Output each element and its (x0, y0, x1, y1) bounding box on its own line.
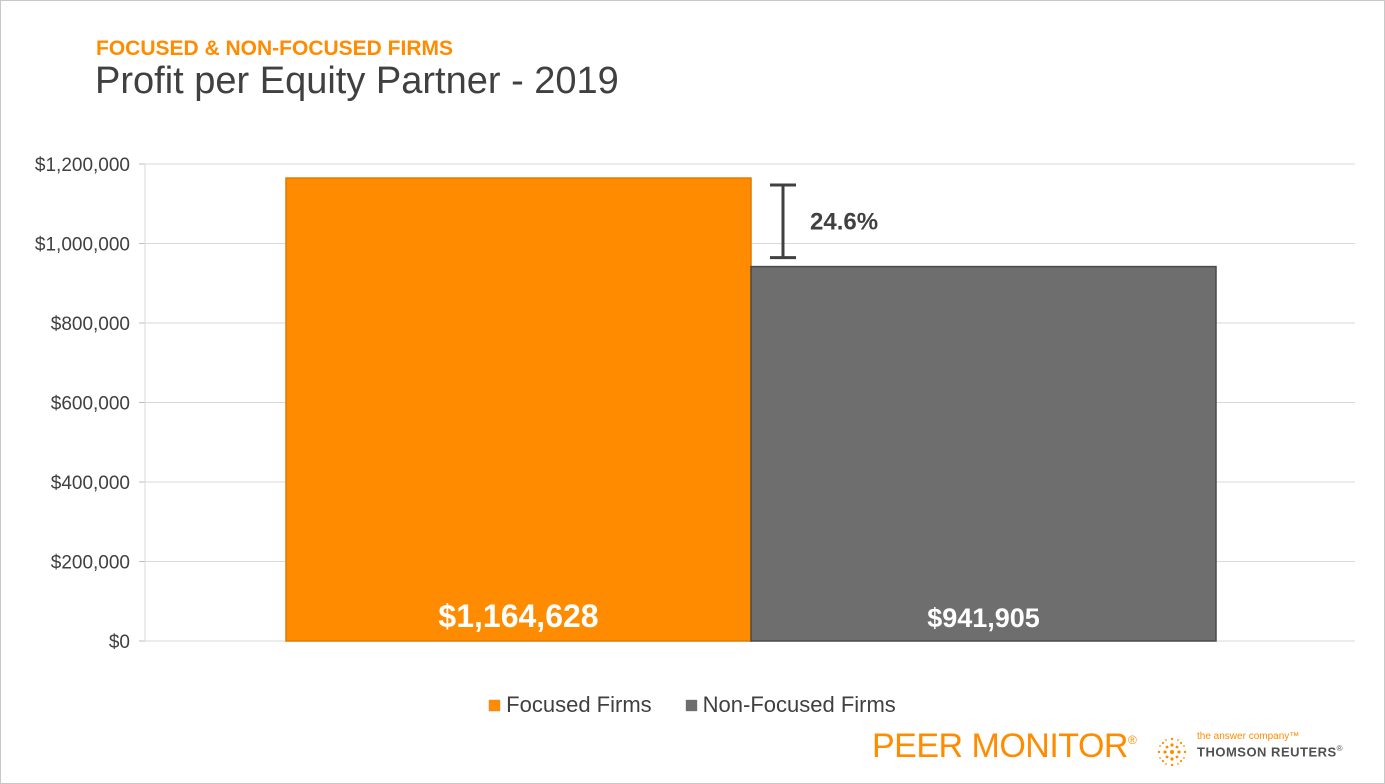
y-tick-label: $0 (109, 632, 130, 653)
y-tick-label: $800,000 (51, 314, 130, 335)
peer-monitor-registered: ® (1127, 733, 1137, 747)
bar-value-label: $941,905 (927, 603, 1040, 633)
legend-item-focused-firms: Focused Firms (489, 692, 652, 718)
legend-label-focused: Focused Firms (506, 692, 652, 717)
thomson-reuters-text: THOMSON REUTERS (1197, 744, 1337, 760)
peer-monitor-logo: PEER MONITOR® (872, 727, 1137, 766)
thomson-reuters-logo: THOMSON REUTERS® (1197, 744, 1343, 759)
difference-annotation-label: 24.6% (810, 208, 878, 235)
legend-item-non-focused-firms: Non-Focused Firms (685, 692, 896, 718)
thomson-reuters-registered: ® (1336, 744, 1344, 753)
y-tick-label: $400,000 (51, 473, 130, 494)
chart-subtitle: FOCUSED & NON-FOCUSED FIRMS (96, 37, 453, 60)
thomson-reuters-dot-globe-icon (1157, 737, 1187, 767)
legend-label-non-focused: Non-Focused Firms (702, 692, 896, 717)
y-tick-label: $600,000 (51, 394, 130, 415)
y-tick-label: $1,000,000 (35, 235, 130, 256)
chart-legend: Focused Firms Non-Focused Firms (0, 692, 1385, 718)
tr-tagline: the answer company™ (1197, 731, 1300, 742)
y-tick-label: $200,000 (51, 553, 130, 574)
bar-value-label: $1,164,628 (438, 598, 598, 634)
chart-title: Profit per Equity Partner - 2019 (95, 60, 619, 102)
bar-non-focused-firms (750, 265, 1217, 642)
legend-swatch-non-focused (685, 699, 697, 711)
y-tick-label: $1,200,000 (35, 155, 130, 176)
peer-monitor-text: PEER MONITOR (872, 727, 1128, 765)
bar-focused-firms (285, 177, 752, 642)
legend-swatch-focused (489, 699, 501, 711)
